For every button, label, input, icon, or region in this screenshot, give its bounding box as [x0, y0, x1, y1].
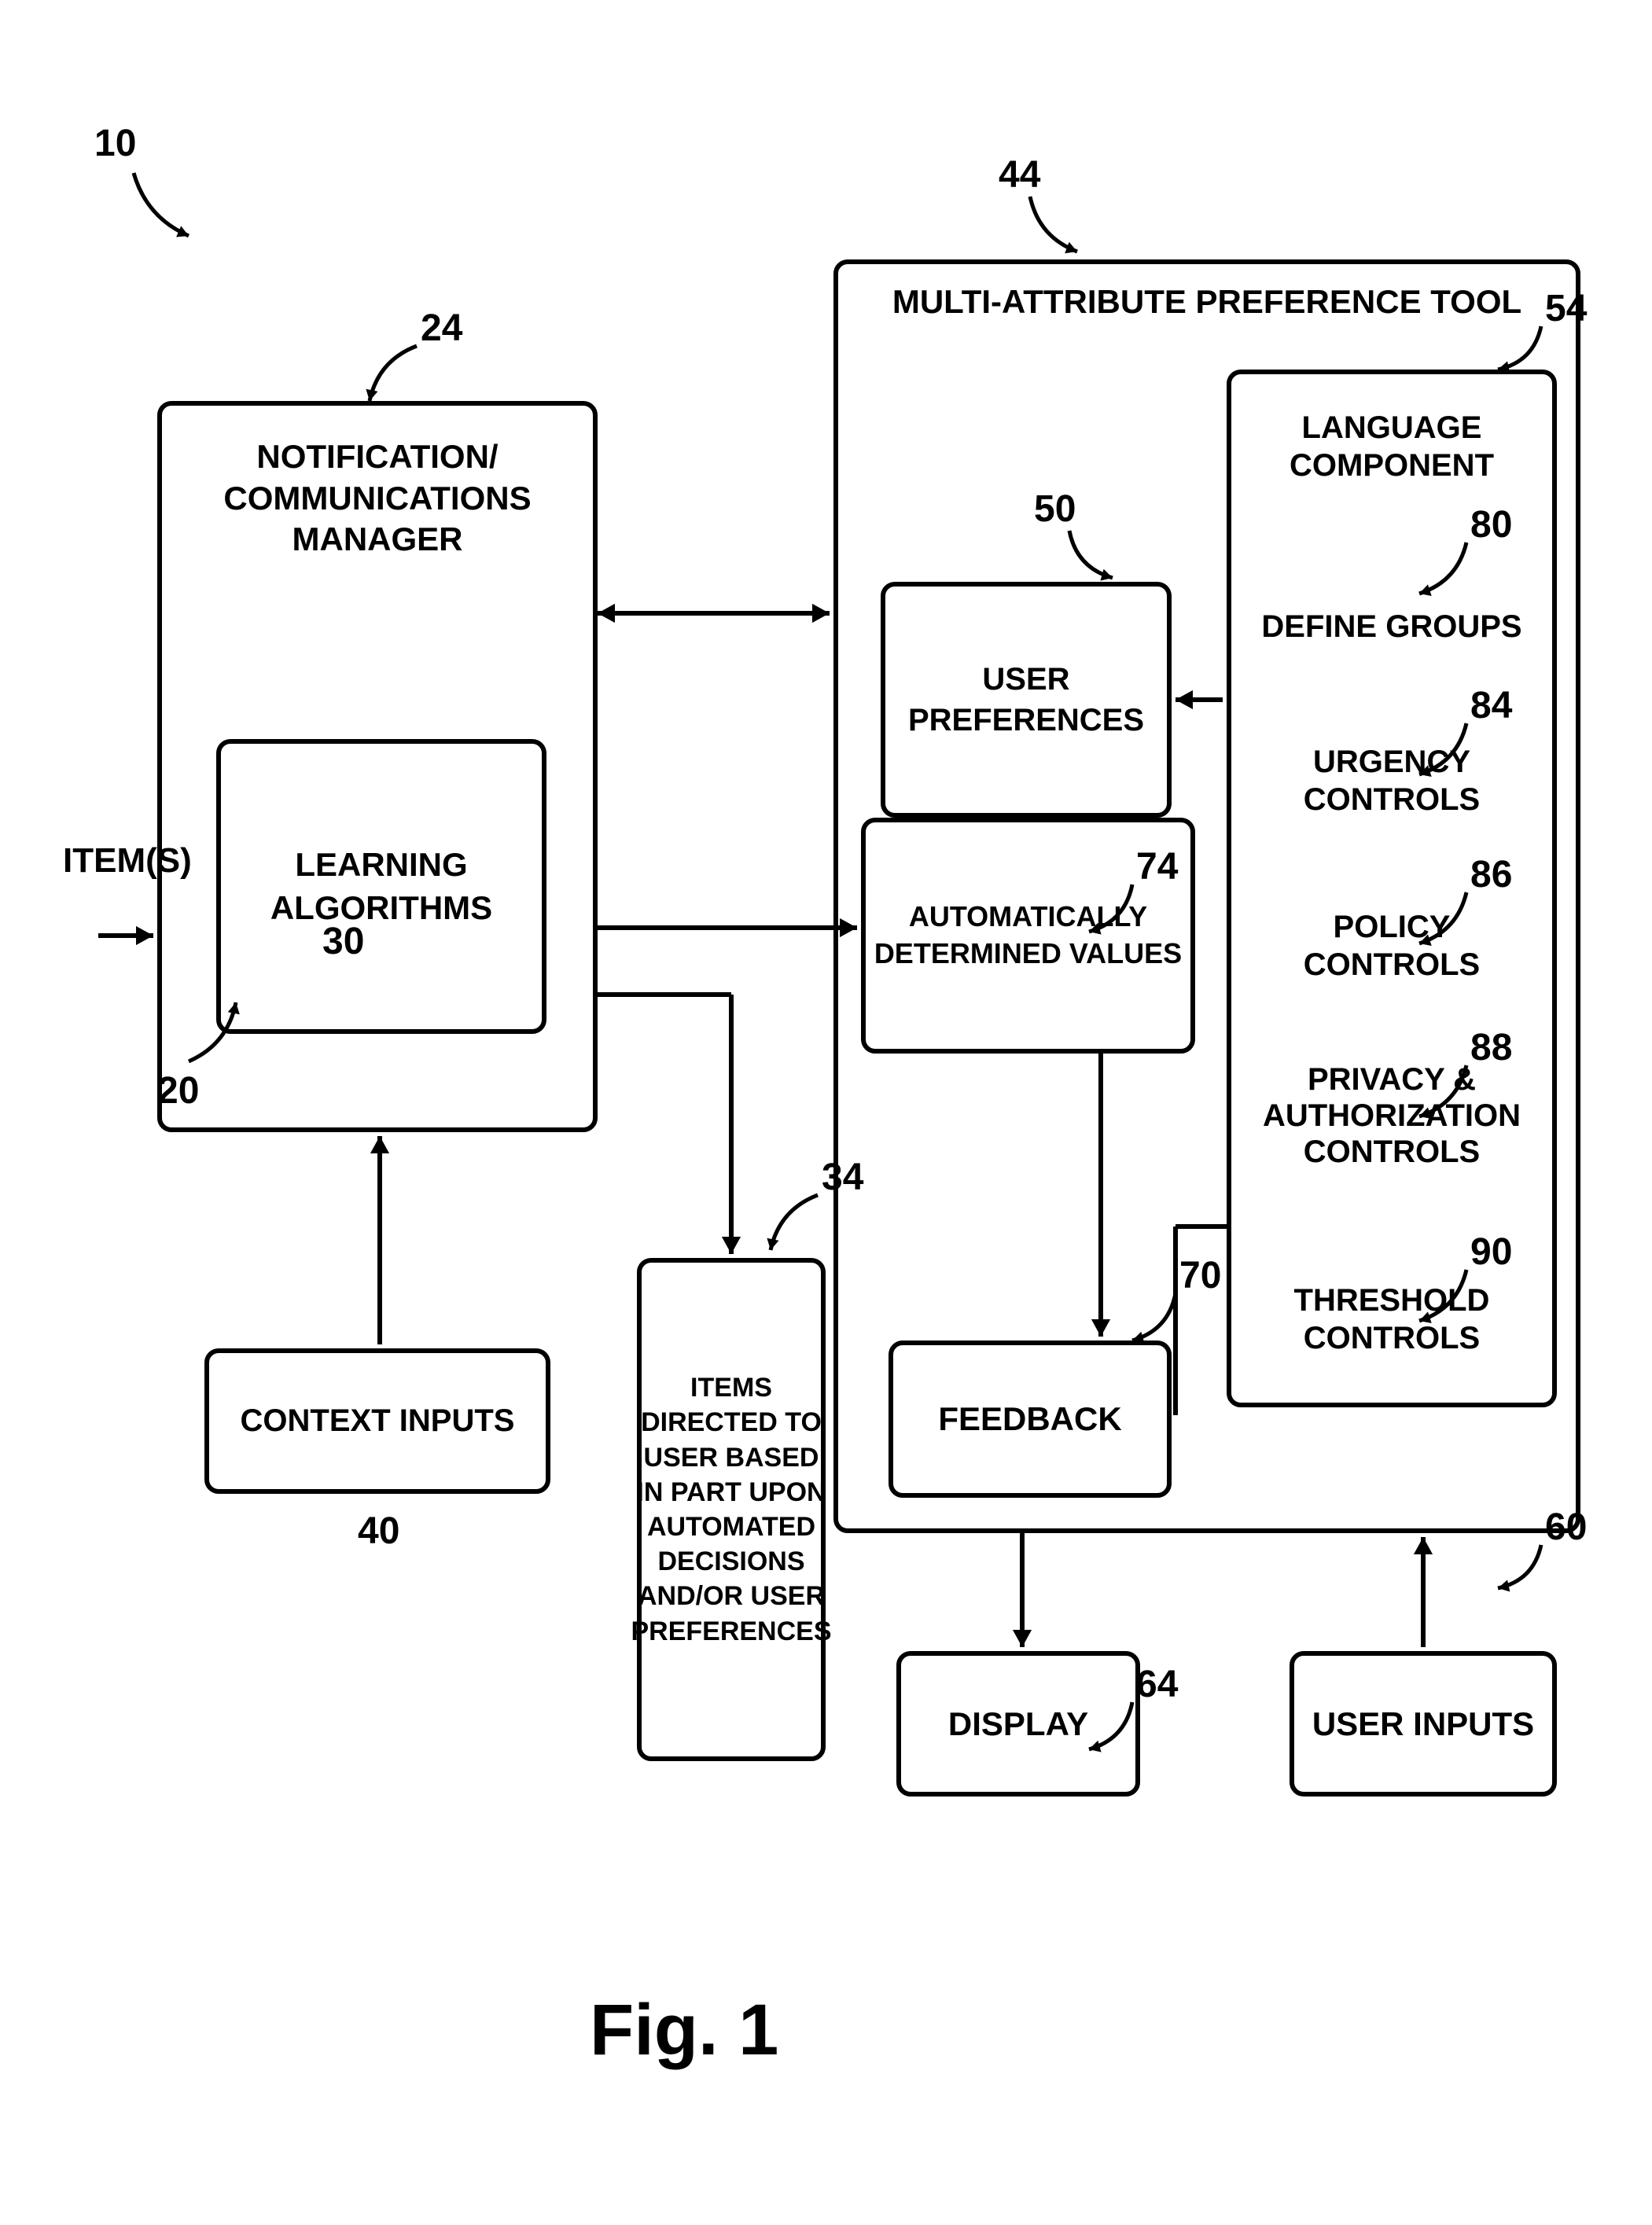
- ref-mgr: 24: [421, 307, 462, 350]
- ref-lang: 80: [1470, 503, 1512, 546]
- ctrl-privacy: PRIVACY & AUTHORIZATION CONTROLS: [1242, 1061, 1541, 1170]
- ref-system: 10: [94, 122, 136, 165]
- user-pref-box: USER PREFERENCES: [881, 582, 1172, 818]
- ref-display: 64: [1136, 1663, 1178, 1706]
- ctrl-policy: POLICY CONTROLS: [1242, 908, 1541, 984]
- ref-auto: 74: [1136, 845, 1178, 888]
- ctrl-threshold: THRESHOLD CONTROLS: [1242, 1282, 1541, 1357]
- ref-privacy: 88: [1470, 1026, 1512, 1069]
- ref-feedback: 70: [1179, 1254, 1221, 1297]
- context-box: CONTEXT INPUTS: [204, 1348, 550, 1494]
- manager-title: NOTIFICATION/ COMMUNICATIONS MANAGER: [173, 436, 582, 561]
- ref-groups: 84: [1470, 684, 1512, 727]
- tool-title: MULTI-ATTRIBUTE PREFERENCE TOOL: [857, 283, 1557, 321]
- ref-userpref: 50: [1034, 487, 1076, 531]
- ref-thresh: 90: [1470, 1230, 1512, 1274]
- ref-tool: 44: [999, 153, 1040, 197]
- user-inputs-box: USER INPUTS: [1290, 1651, 1557, 1797]
- ctrl-groups: DEFINE GROUPS: [1242, 609, 1541, 645]
- items-out-box: ITEMS DIRECTED TO USER BASED IN PART UPO…: [637, 1258, 826, 1761]
- ref-controls: 54: [1545, 287, 1587, 330]
- ref-urgency: 86: [1470, 853, 1512, 896]
- ctrl-urgency: URGENCY CONTROLS: [1242, 743, 1541, 818]
- ref-items: 20: [157, 1069, 199, 1112]
- display-box: DISPLAY: [896, 1651, 1140, 1797]
- items-label: ITEM(S): [63, 841, 189, 881]
- ref-context: 40: [358, 1510, 399, 1553]
- feedback-box: FEEDBACK: [889, 1341, 1172, 1498]
- ctrl-lang: LANGUAGE COMPONENT: [1242, 409, 1541, 484]
- learning-box: LEARNING ALGORITHMS: [216, 739, 546, 1034]
- figure-label: Fig. 1: [590, 1989, 778, 2072]
- ref-itemsout: 34: [822, 1156, 863, 1199]
- ref-userin: 60: [1545, 1506, 1587, 1549]
- ref-learn: 30: [322, 920, 364, 963]
